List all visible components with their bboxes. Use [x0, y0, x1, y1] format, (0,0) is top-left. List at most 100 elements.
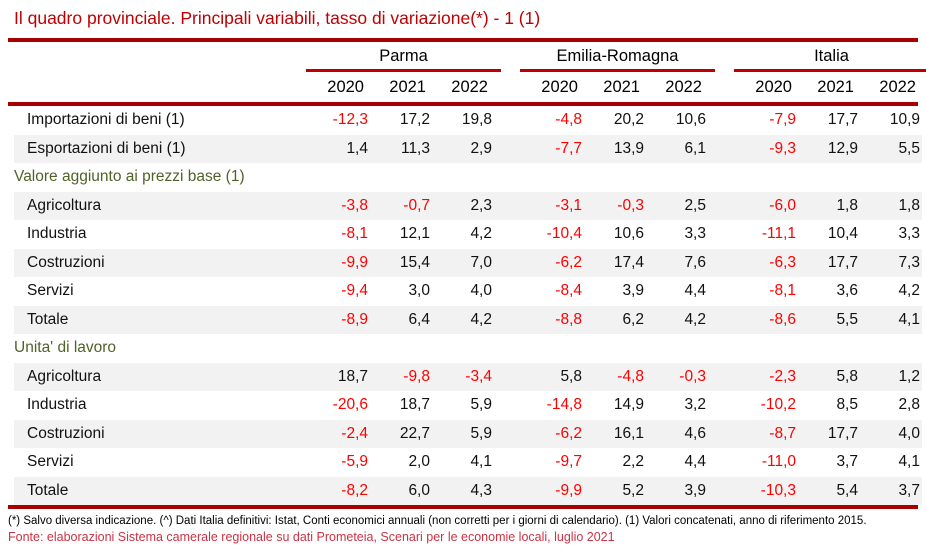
row-label: Agricoltura	[27, 367, 102, 385]
table-row: Industria -8,1 12,1 4,2 -10,4 10,6 3,3 -11,1 10,…	[14, 220, 922, 249]
value-cell: -8,1	[769, 282, 796, 300]
value-cell: 10,6	[675, 111, 706, 129]
year-label: 2020	[755, 77, 792, 96]
value-cell: -3,4	[465, 367, 492, 385]
value-cell: 3,3	[898, 225, 920, 243]
row-label: Industria	[27, 225, 87, 243]
value-cell: -8,2	[341, 481, 368, 499]
value-cell: -8,6	[769, 310, 796, 328]
row-label: Industria	[27, 396, 87, 414]
table-row: Costruzioni -9,9 15,4 7,0 -6,2 17,4 7,6 -6,3 17,…	[14, 248, 922, 277]
value-cell: 6,4	[408, 310, 430, 328]
value-cell: 8,5	[836, 396, 858, 414]
value-cell: 15,4	[399, 253, 430, 271]
value-cell: 1,8	[836, 196, 858, 214]
value-cell: -12,3	[332, 111, 368, 129]
row-label: Totale	[27, 310, 69, 328]
table-row: Importazioni di beni (1) -12,3 17,2 19,8 -4,…	[14, 106, 922, 135]
value-cell: 11,3	[400, 139, 430, 157]
value-cell: 3,7	[898, 481, 920, 499]
value-cell: -10,4	[546, 225, 582, 243]
value-cell: -10,3	[760, 481, 796, 499]
value-cell: -9,3	[769, 139, 796, 157]
value-cell: 7,6	[684, 253, 706, 271]
value-cell: 14,9	[613, 396, 644, 414]
table-body: Importazioni di beni (1) -12,3 17,2 19,8 -4,…	[0, 106, 926, 505]
value-cell: 3,9	[684, 481, 706, 499]
value-cell: 4,4	[684, 282, 706, 300]
value-cell: 4,6	[684, 424, 706, 442]
footnote-note: (*) Salvo diversa indicazione. (^) Dati …	[8, 515, 867, 527]
section-label: Valore aggiunto ai prezzi base (1)	[14, 168, 245, 186]
value-cell: 17,2	[399, 111, 430, 129]
value-cell: 13,9	[613, 139, 644, 157]
value-cell: 5,8	[560, 367, 582, 385]
value-cell: 4,2	[470, 310, 492, 328]
year-label: 2021	[603, 77, 640, 96]
value-cell: 7,0	[470, 253, 492, 271]
value-cell: 5,4	[836, 481, 858, 499]
value-cell: 19,8	[461, 111, 492, 129]
footer-rule	[8, 505, 918, 509]
value-cell: 5,5	[836, 310, 858, 328]
row-label: Agricoltura	[27, 196, 102, 214]
value-cell: -9,9	[555, 481, 582, 499]
value-cell: -3,1	[555, 196, 582, 214]
value-cell: -4,8	[555, 111, 582, 129]
value-cell: 3,3	[684, 225, 706, 243]
title-rule	[8, 38, 918, 42]
table-row: Industria -20,6 18,7 5,9 -14,8 14,9 3,2 -10,2 8,…	[14, 391, 922, 420]
table-title: Il quadro provinciale. Principali variab…	[14, 8, 541, 28]
table-row: Servizi -9,4 3,0 4,0 -8,4 3,9 4,4 -8,1 3,6 4,2	[14, 277, 922, 306]
column-group-parma: Parma	[306, 47, 501, 72]
value-cell: 7,3	[898, 253, 920, 271]
value-cell: -7,9	[769, 111, 796, 129]
value-cell: -6,3	[769, 253, 796, 271]
value-cell: -4,8	[617, 367, 644, 385]
value-cell: -2,4	[341, 424, 368, 442]
value-cell: 4,1	[470, 453, 492, 471]
value-cell: -0,7	[403, 196, 430, 214]
value-cell: -9,8	[403, 367, 430, 385]
table-row: Esportazioni di beni (1) 1,4 11,3 2,9 -7,7 13…	[14, 134, 922, 163]
value-cell: 4,2	[684, 310, 706, 328]
value-cell: -11,0	[761, 453, 796, 471]
value-cell: 20,2	[613, 111, 644, 129]
value-cell: 6,0	[408, 481, 430, 499]
value-cell: 17,7	[827, 111, 858, 129]
value-cell: 17,7	[827, 424, 858, 442]
year-label: 2020	[541, 77, 578, 96]
table-row: Totale -8,2 6,0 4,3 -9,9 5,2 3,9 -10,3 5,4 3,7	[14, 476, 922, 505]
value-cell: 16,1	[613, 424, 644, 442]
value-cell: 2,5	[684, 196, 706, 214]
value-cell: -5,9	[341, 453, 368, 471]
value-cell: 4,0	[470, 282, 492, 300]
value-cell: -8,8	[555, 310, 582, 328]
value-cell: -8,9	[341, 310, 368, 328]
value-cell: 10,6	[613, 225, 644, 243]
value-cell: 5,9	[470, 424, 492, 442]
value-cell: 18,7	[399, 396, 430, 414]
value-cell: -9,9	[341, 253, 368, 271]
value-cell: -14,8	[546, 396, 582, 414]
value-cell: 2,9	[470, 139, 492, 157]
value-cell: -10,2	[760, 396, 796, 414]
year-label: 2020	[327, 77, 364, 96]
table-row: Agricoltura -3,8 -0,7 2,3 -3,1 -0,3 2,5 -6,0 1,8…	[14, 191, 922, 220]
value-cell: 1,8	[898, 196, 920, 214]
value-cell: -6,0	[769, 196, 796, 214]
year-label: 2022	[451, 77, 488, 96]
row-label: Costruzioni	[27, 253, 105, 271]
value-cell: 17,4	[613, 253, 644, 271]
section-row: Valore aggiunto ai prezzi base (1)	[14, 163, 922, 192]
row-label: Totale	[27, 481, 69, 499]
value-cell: -8,7	[769, 424, 796, 442]
value-cell: 3,2	[684, 396, 706, 414]
row-label: Esportazioni di beni (1)	[27, 139, 186, 157]
value-cell: 5,8	[836, 367, 858, 385]
value-cell: 4,2	[898, 282, 920, 300]
value-cell: 4,2	[470, 225, 492, 243]
year-label: 2021	[817, 77, 854, 96]
value-cell: -20,6	[332, 396, 368, 414]
row-label: Importazioni di beni (1)	[27, 111, 185, 129]
